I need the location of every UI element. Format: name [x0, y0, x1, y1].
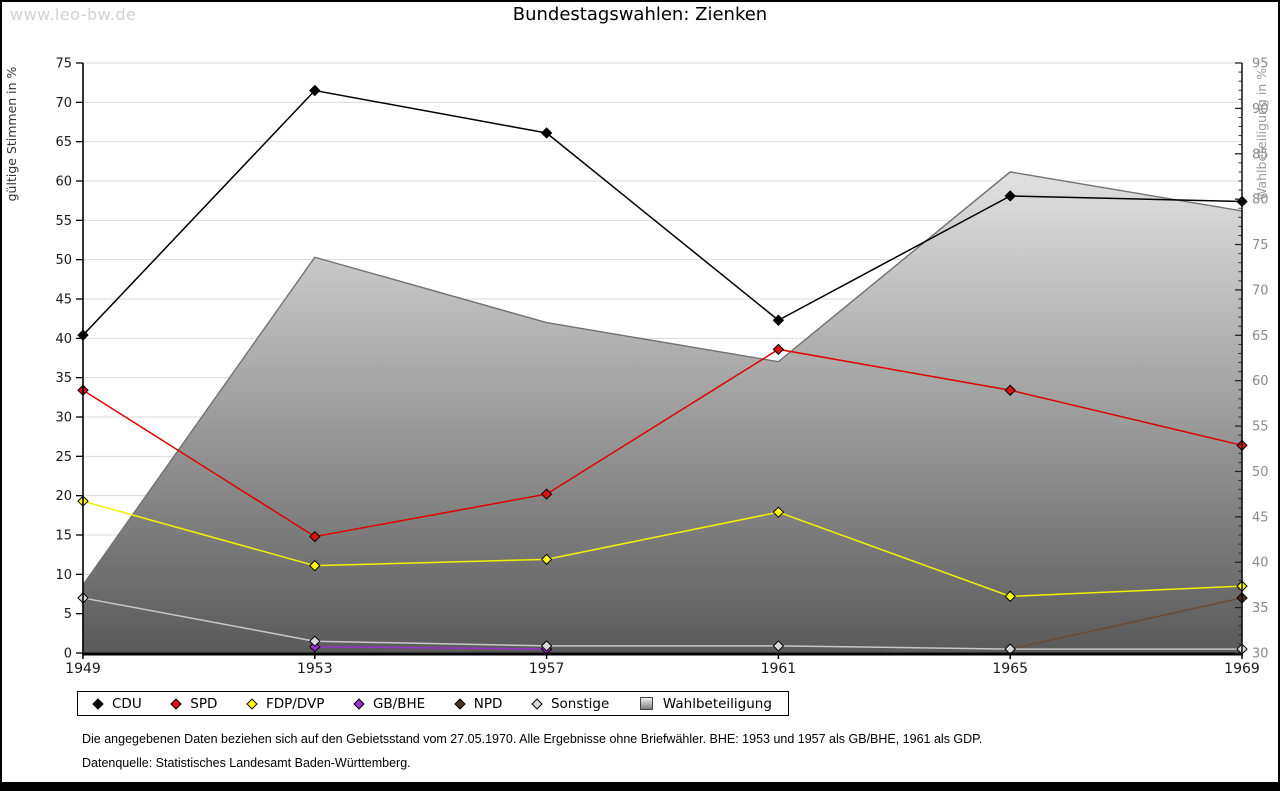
legend-item-wahlbeteiligung: Wahlbeteiligung — [639, 695, 772, 712]
svg-text:80: 80 — [1252, 193, 1269, 208]
svg-text:35: 35 — [55, 371, 72, 386]
svg-text:1957: 1957 — [529, 661, 565, 677]
legend-label: FDP/DVP — [265, 695, 325, 712]
svg-text:25: 25 — [55, 450, 72, 465]
svg-text:5: 5 — [64, 607, 72, 622]
svg-text:50: 50 — [1252, 465, 1269, 480]
legend-label: SPD — [190, 695, 218, 712]
legend-label: GB/BHE — [372, 695, 426, 712]
legend-label: Sonstige — [550, 695, 610, 712]
svg-text:50: 50 — [55, 253, 72, 268]
legend-item-spd: SPD — [170, 695, 218, 712]
watermark: www.leo-bw.de — [10, 5, 137, 24]
footnote-datenquelle: Datenquelle: Statistisches Landesamt Bad… — [82, 756, 411, 770]
series-line-npd — [1010, 597, 1243, 650]
svg-text:30: 30 — [55, 411, 72, 426]
spd-diamond-marker-icon — [170, 697, 182, 710]
svg-text:1965: 1965 — [992, 661, 1028, 677]
svg-text:65: 65 — [1252, 329, 1269, 344]
series-markers-spd — [77, 343, 1248, 543]
svg-text:95: 95 — [1252, 57, 1269, 72]
svg-text:0: 0 — [64, 647, 72, 662]
cdu-diamond-marker-icon — [92, 697, 104, 710]
svg-text:70: 70 — [55, 96, 72, 111]
svg-text:45: 45 — [1252, 510, 1269, 525]
svg-text:60: 60 — [1252, 374, 1269, 389]
svg-text:85: 85 — [1252, 147, 1269, 162]
participation-area-swatch-icon — [639, 697, 653, 710]
legend-item-fdp-dvp: FDP/DVP — [246, 695, 325, 712]
svg-text:1953: 1953 — [297, 661, 333, 677]
svg-text:40: 40 — [1252, 556, 1269, 571]
svg-text:1949: 1949 — [65, 661, 101, 677]
legend-item-sonstige: Sonstige — [531, 695, 610, 712]
series-line-cdu — [82, 89, 1243, 336]
svg-text:40: 40 — [55, 332, 72, 347]
svg-text:30: 30 — [1252, 647, 1269, 662]
svg-text:70: 70 — [1252, 283, 1269, 298]
left-axis-ticks: 0 5 10 15 20 25 30 35 40 45 50 55 60 65 70 75 — [55, 57, 83, 662]
participation-area — [82, 171, 1243, 654]
svg-text:10: 10 — [55, 568, 72, 583]
legend-item-cdu: CDU — [92, 695, 142, 712]
legend-label: CDU — [112, 695, 142, 712]
svg-text:20: 20 — [55, 489, 72, 504]
svg-text:55: 55 — [1252, 420, 1269, 435]
npd-diamond-marker-icon — [454, 697, 466, 710]
svg-text:1969: 1969 — [1224, 661, 1260, 677]
right-axis-ticks: 30 35 40 45 50 55 60 65 70 75 80 85 90 95 — [1235, 57, 1269, 662]
svg-text:1961: 1961 — [761, 661, 797, 677]
legend-item-gb-bhe: GB/BHE — [353, 695, 426, 712]
fdp-dvp-diamond-marker-icon — [246, 697, 258, 710]
chart-title: Bundestagswahlen: Zienken — [512, 4, 768, 25]
series-line-spd — [82, 348, 1243, 538]
election-results-chart: 0 5 10 15 20 25 30 35 40 45 50 55 60 65 70 75 30 35 40 45 50… — [4, 57, 1269, 678]
right-axis-title: Wahlbeteiligung in % — [1254, 68, 1269, 200]
x-axis-ticks: 1949 1953 1957 1961 1965 1969 — [65, 653, 1260, 677]
svg-text:65: 65 — [55, 135, 72, 150]
series-line-gb-bhe — [314, 645, 547, 650]
series-line-fdp-dvp — [82, 500, 1243, 598]
svg-text:55: 55 — [55, 214, 72, 229]
svg-text:15: 15 — [55, 529, 72, 544]
sonstige-diamond-marker-icon — [531, 697, 543, 710]
legend-label: Wahlbeteiligung — [662, 695, 772, 712]
legend-label: NPD — [473, 695, 503, 712]
axes — [82, 63, 1243, 656]
svg-text:45: 45 — [55, 293, 72, 308]
footnote-gebietsstand: Die angegebenen Daten beziehen sich auf … — [82, 732, 983, 746]
left-axis-title: gültige Stimmen in % — [4, 66, 19, 201]
svg-text:75: 75 — [55, 57, 72, 72]
legend-item-npd: NPD — [454, 695, 503, 712]
legend: CDU SPD FDP/DVP GB/BHE NPD Sonstige Wahlbeteil… — [77, 691, 789, 716]
series-line-sonstige — [82, 597, 1242, 650]
svg-text:75: 75 — [1252, 238, 1269, 253]
svg-text:90: 90 — [1252, 102, 1269, 117]
svg-text:35: 35 — [1252, 601, 1269, 616]
svg-text:60: 60 — [55, 175, 72, 190]
gb-bhe-diamond-marker-icon — [353, 697, 365, 710]
